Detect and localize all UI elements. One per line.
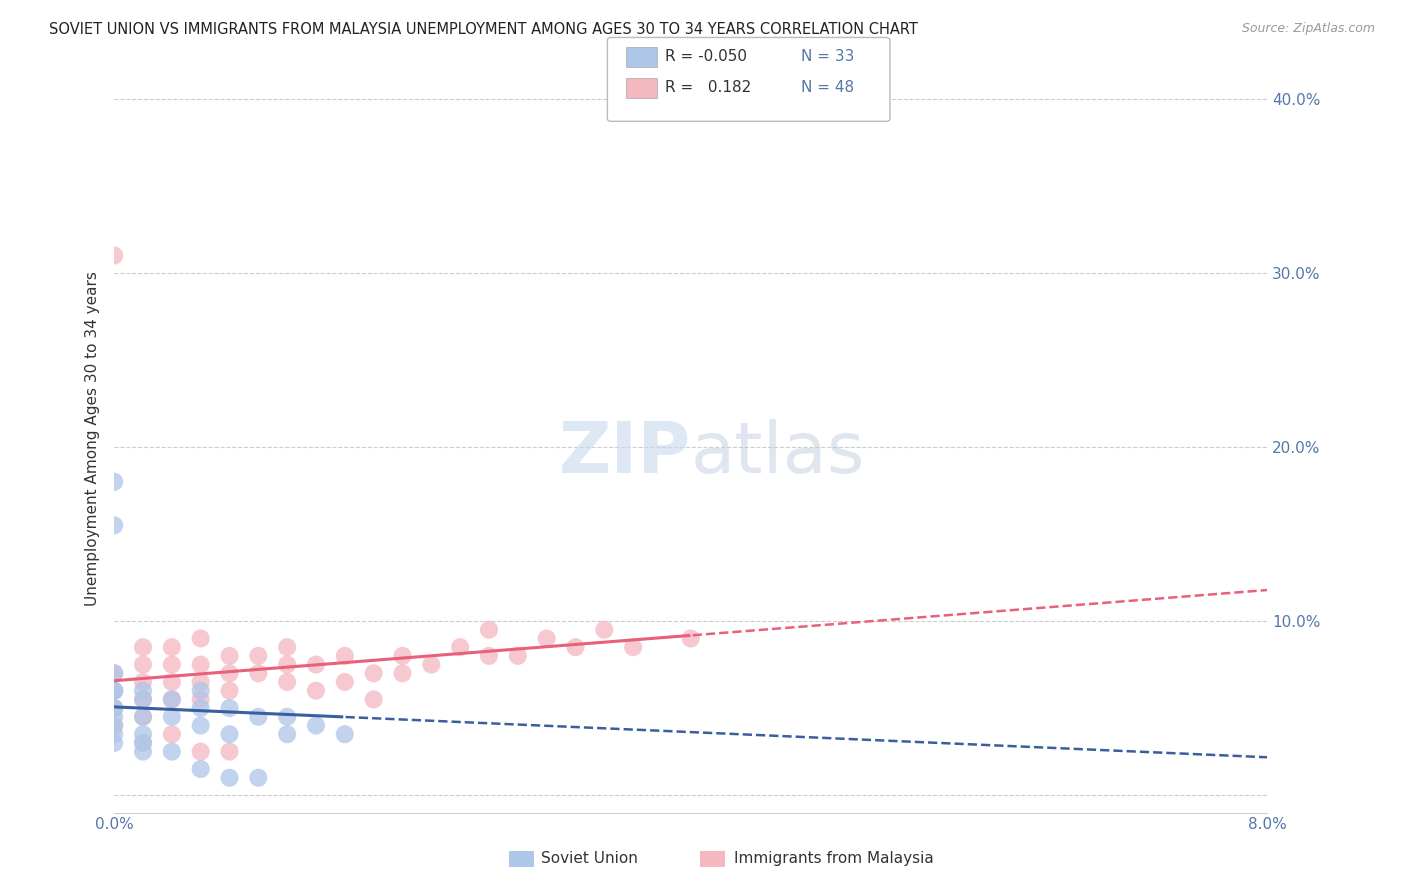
Point [103,248,125,262]
Point [132,736,155,750]
Point [160,710,183,724]
Point [333,648,356,663]
Text: SOVIET UNION VS IMMIGRANTS FROM MALAYSIA UNEMPLOYMENT AMONG AGES 30 TO 34 YEARS : SOVIET UNION VS IMMIGRANTS FROM MALAYSIA… [49,22,918,37]
Point [218,727,240,741]
Point [160,692,183,706]
Point [190,657,212,672]
Text: R =   0.182: R = 0.182 [665,80,751,95]
Text: N = 33: N = 33 [801,49,855,63]
Point [391,648,413,663]
Point [276,657,298,672]
Point [506,648,529,663]
Text: R = -0.050: R = -0.050 [665,49,747,63]
Point [593,623,616,637]
Point [132,657,155,672]
Point [160,675,183,690]
Point [218,701,240,715]
Point [218,666,240,681]
Text: Soviet Union: Soviet Union [541,851,638,865]
Point [190,762,212,776]
Point [621,640,644,655]
Point [103,683,125,698]
Point [103,718,125,732]
Point [478,623,501,637]
Text: ZIP: ZIP [558,418,690,488]
Point [363,666,385,681]
Point [103,666,125,681]
Point [160,657,183,672]
Point [679,632,702,646]
Point [103,475,125,489]
Point [247,666,270,681]
Point [103,736,125,750]
Point [190,632,212,646]
Point [449,640,471,655]
Point [103,710,125,724]
Point [132,683,155,698]
Point [160,745,183,759]
Point [132,710,155,724]
Text: Source: ZipAtlas.com: Source: ZipAtlas.com [1241,22,1375,36]
Point [132,727,155,741]
Point [190,701,212,715]
Point [103,718,125,732]
Point [420,657,443,672]
Point [247,648,270,663]
Point [564,640,586,655]
Point [363,692,385,706]
Point [333,727,356,741]
Text: atlas: atlas [690,418,865,488]
Point [103,683,125,698]
Point [190,745,212,759]
Point [132,745,155,759]
Point [305,657,328,672]
Point [132,710,155,724]
Y-axis label: Unemployment Among Ages 30 to 34 years: Unemployment Among Ages 30 to 34 years [86,271,100,606]
Point [305,718,328,732]
Point [333,675,356,690]
Point [103,683,125,698]
Point [391,666,413,681]
Point [478,648,501,663]
Point [218,683,240,698]
Point [103,727,125,741]
Point [218,771,240,785]
Point [247,771,270,785]
Text: Immigrants from Malaysia: Immigrants from Malaysia [734,851,934,865]
Point [103,701,125,715]
Point [132,640,155,655]
Point [190,683,212,698]
Point [276,710,298,724]
Point [305,683,328,698]
Point [132,736,155,750]
Point [103,701,125,715]
Point [132,692,155,706]
Point [276,675,298,690]
Point [190,692,212,706]
Point [103,518,125,533]
Point [536,632,558,646]
Point [160,692,183,706]
Point [218,648,240,663]
Point [103,701,125,715]
Point [218,745,240,759]
Point [276,640,298,655]
Text: N = 48: N = 48 [801,80,855,95]
Point [160,640,183,655]
Point [160,727,183,741]
Point [190,718,212,732]
Point [132,692,155,706]
Point [132,675,155,690]
Point [276,727,298,741]
Point [103,666,125,681]
Point [190,675,212,690]
Point [247,710,270,724]
